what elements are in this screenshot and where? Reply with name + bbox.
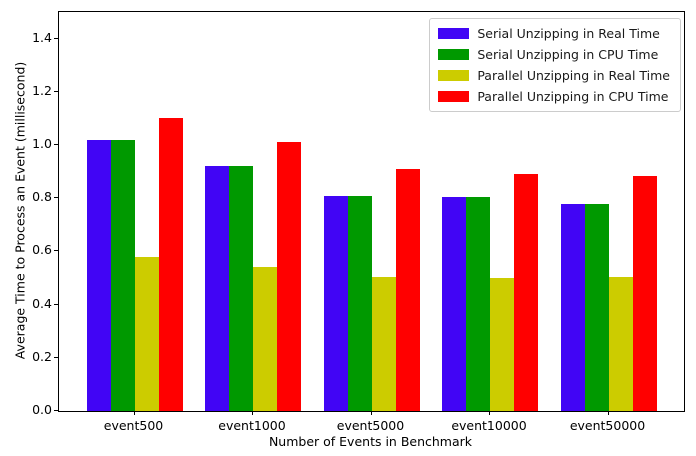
y-tick-mark	[54, 410, 58, 411]
bar-event5000-s0	[323, 196, 348, 411]
legend-label: Serial Unzipping in Real Time	[477, 26, 660, 41]
legend-swatch-icon	[438, 91, 470, 102]
bar-event500-s3	[158, 118, 183, 411]
y-tick-mark	[54, 197, 58, 199]
legend-item: Parallel Unzipping in Real Time	[438, 68, 670, 83]
y-tick-mark	[54, 144, 58, 145]
bar-event5000-s3	[395, 169, 420, 411]
x-tick-mark	[252, 411, 253, 415]
y-tick-mark	[54, 356, 58, 358]
bar-event5000-s1	[347, 196, 372, 411]
x-tick-label: event500	[103, 418, 164, 433]
y-tick-mark	[54, 90, 58, 92]
x-tick-label: event5000	[336, 418, 405, 433]
bar-event50000-s3	[632, 176, 657, 411]
x-axis-label: Number of Events in Benchmark	[268, 434, 473, 449]
y-tick-label: 0.8	[32, 189, 52, 205]
y-tick-label: 1.0	[32, 136, 52, 151]
y-tick-mark	[54, 37, 58, 39]
legend: Serial Unzipping in Real Time Serial Unzi…	[429, 18, 681, 112]
legend-swatch-icon	[438, 28, 470, 39]
x-tick-label: event10000	[451, 418, 527, 433]
legend-item: Serial Unzipping in Real Time	[438, 26, 670, 41]
x-tick-mark	[133, 411, 135, 415]
legend-swatch-icon	[438, 70, 470, 81]
y-tick-label: 0.2	[32, 348, 52, 364]
x-tick-mark	[607, 411, 609, 415]
bar-event10000-s2	[490, 278, 514, 411]
x-tick-mark	[489, 411, 490, 415]
bar-event500-s2	[134, 257, 159, 411]
x-tick-mark	[370, 411, 372, 415]
bar-event50000-s2	[608, 277, 633, 411]
y-tick-label: 0.0	[32, 402, 52, 417]
legend-swatch-icon	[438, 49, 470, 60]
bar-event1000-s3	[277, 142, 301, 411]
bar-event50000-s1	[584, 204, 609, 411]
y-tick-label: 0.6	[32, 242, 52, 258]
bar-event500-s1	[110, 140, 135, 411]
x-tick-label: event50000	[569, 418, 646, 433]
bar-event5000-s2	[371, 277, 396, 411]
bar-event1000-s1	[229, 166, 253, 411]
legend-label: Parallel Unzipping in Real Time	[477, 68, 670, 83]
bar-event1000-s0	[205, 166, 229, 411]
bar-event500-s0	[86, 140, 111, 411]
y-tick-mark	[54, 250, 58, 252]
y-tick-label: 1.4	[32, 29, 52, 45]
legend-item: Parallel Unzipping in CPU Time	[438, 89, 670, 104]
bar-event1000-s2	[253, 267, 277, 411]
y-tick-label: 1.2	[32, 82, 52, 98]
plot-area: Serial Unzipping in Real Time Serial Unzi…	[58, 11, 685, 412]
legend-label: Parallel Unzipping in CPU Time	[477, 89, 669, 104]
legend-item: Serial Unzipping in CPU Time	[438, 47, 670, 62]
legend-label: Serial Unzipping in CPU Time	[477, 47, 659, 62]
bar-event50000-s0	[560, 204, 585, 411]
y-tick-label: 0.4	[32, 295, 52, 311]
x-tick-label: event1000	[218, 418, 286, 433]
bar-event10000-s0	[442, 197, 466, 411]
bar-event10000-s1	[466, 197, 490, 411]
bar-event10000-s3	[514, 174, 538, 411]
y-tick-mark	[54, 303, 58, 305]
